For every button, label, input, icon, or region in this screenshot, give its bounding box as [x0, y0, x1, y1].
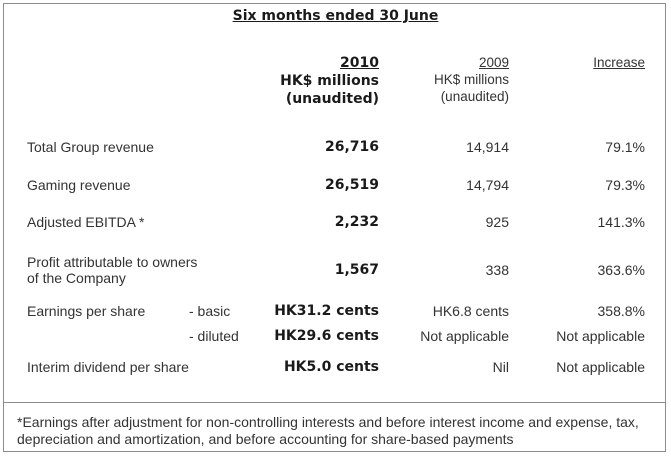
- row-2010-eps-basic: HK31.2 cents: [274, 303, 379, 319]
- row-2010-gaming-revenue: 26,519: [324, 177, 379, 193]
- row-sub-basic: - basic: [189, 303, 231, 319]
- row-2009-gaming-revenue: 14,794: [466, 177, 509, 193]
- row-increase-interim-dividend: Not applicable: [556, 359, 645, 375]
- table-title: Six months ended 30 June: [232, 8, 439, 24]
- row-2010-eps-diluted: HK29.6 cents: [274, 328, 379, 344]
- row-2010-profit-attributable: 1,567: [334, 262, 379, 278]
- row-2009-total-group-revenue: 14,914: [466, 139, 509, 155]
- header-2009-note: (unaudited): [440, 89, 509, 104]
- row-2009-interim-dividend: Nil: [492, 359, 509, 375]
- row-increase-gaming-revenue: 79.3%: [605, 177, 645, 193]
- row-2010-total-group-revenue: 26,716: [324, 139, 379, 155]
- row-label-profit-line-1: Profit attributable to owners: [27, 254, 198, 270]
- row-increase-adjusted-ebitda: 141.3%: [597, 214, 645, 230]
- row-label-interim-dividend: Interim dividend per share: [27, 359, 189, 375]
- header-2010: 2010 HK$ millions (unaudited): [280, 54, 379, 108]
- header-2010-note: (unaudited): [285, 91, 379, 107]
- row-label-total-group-revenue: Total Group revenue: [27, 139, 154, 155]
- row-2010-interim-dividend: HK5.0 cents: [283, 359, 379, 375]
- row-sub-diluted: - diluted: [189, 328, 239, 344]
- row-increase-total-group-revenue: 79.1%: [605, 139, 645, 155]
- header-2009-unit: HK$ millions: [433, 72, 509, 87]
- row-increase-eps-basic: 358.8%: [597, 303, 645, 319]
- row-increase-profit-attributable: 363.6%: [597, 262, 645, 278]
- header-2010-year: 2010: [340, 55, 379, 71]
- header-2009-year: 2009: [478, 55, 509, 70]
- header-2010-unit: HK$ millions: [280, 73, 379, 89]
- row-label-earnings-per-share: Earnings per share: [27, 303, 146, 319]
- row-2009-adjusted-ebitda: 925: [485, 214, 509, 230]
- row-increase-eps-diluted: Not applicable: [556, 328, 645, 344]
- header-2009: 2009 HK$ millions (unaudited): [434, 54, 509, 105]
- header-increase: Increase: [593, 55, 645, 70]
- row-label-profit-line-2: of the Company: [27, 270, 126, 286]
- row-label-profit-attributable: Profit attributable to owners of the Com…: [27, 254, 197, 286]
- row-2009-profit-attributable: 338: [485, 262, 509, 278]
- footnote: *Earnings after adjustment for non-contr…: [17, 414, 639, 447]
- row-2010-adjusted-ebitda: 2,232: [334, 214, 379, 230]
- row-2009-eps-diluted: Not applicable: [420, 328, 509, 344]
- table-frame: [3, 3, 666, 452]
- row-label-gaming-revenue: Gaming revenue: [27, 177, 131, 193]
- row-label-adjusted-ebitda: Adjusted EBITDA *: [27, 214, 145, 230]
- row-2009-eps-basic: HK6.8 cents: [432, 303, 509, 319]
- footnote-divider: [4, 402, 665, 403]
